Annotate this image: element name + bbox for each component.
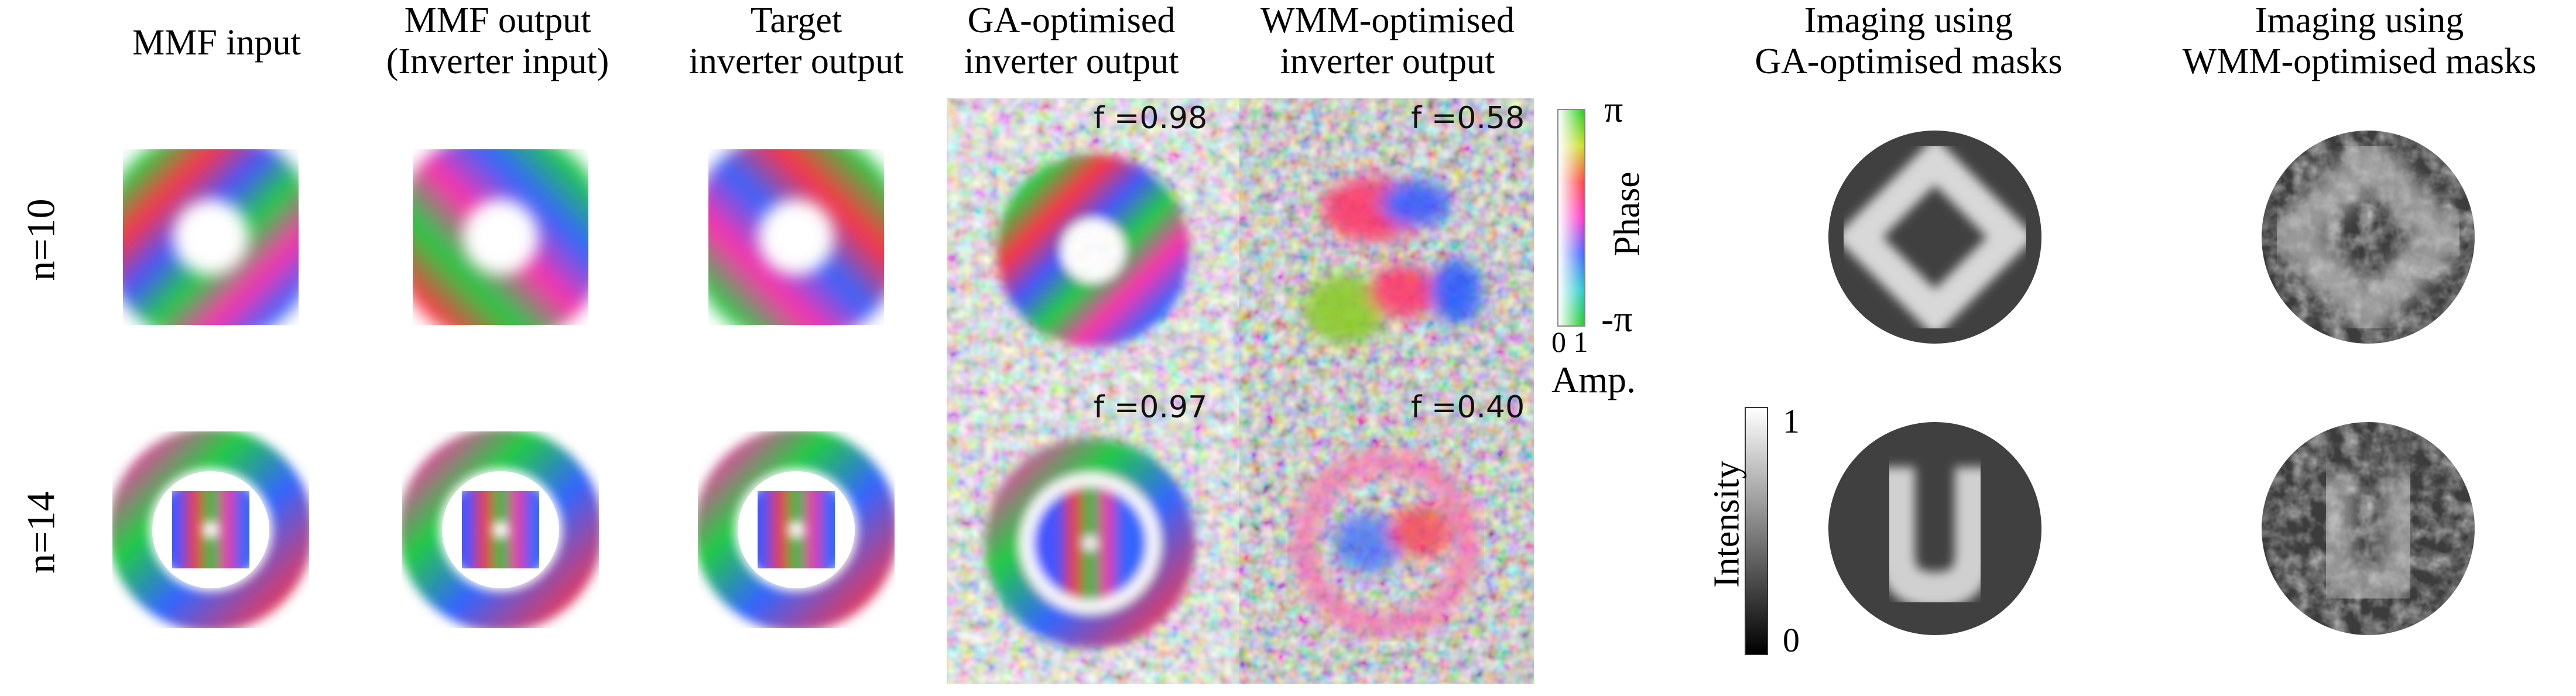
amp-ticks: 0 1: [1551, 325, 1588, 358]
row-label-n10: n=10: [18, 198, 63, 281]
mmf-output-n14-mode: [398, 427, 603, 632]
intensity-colorbar: [1745, 407, 1768, 655]
header-line: (Inverter input): [386, 42, 609, 81]
phase-label: Phase: [1607, 172, 1647, 256]
header-ga-output: GA-optimised inverter output: [913, 0, 1229, 82]
header-ga-imaging: Imaging using GA-optimised masks: [1733, 0, 2084, 82]
header-line: Imaging using: [2255, 1, 2464, 40]
phase-top-label: π: [1604, 88, 1623, 130]
wmm-imaging-n14-u: [2262, 422, 2475, 635]
target-n14-mode: [694, 427, 899, 632]
header-line: GA-optimised masks: [1755, 42, 2063, 81]
phase-colorbar: [1557, 109, 1585, 327]
fidelity-wmm-n10: f =0.58: [1411, 101, 1525, 136]
header-line: inverter output: [964, 42, 1179, 81]
optimised-outputs-panel: [947, 98, 1534, 684]
header-line: GA-optimised: [967, 1, 1176, 40]
fidelity-wmm-n14: f =0.40: [1411, 390, 1525, 425]
header-wmm-output: WMM-optimised inverter output: [1224, 0, 1551, 82]
intensity-label: Intensity: [1707, 461, 1747, 588]
header-line: inverter output: [688, 42, 904, 81]
intensity-min-label: 0: [1783, 621, 1800, 659]
fidelity-ga-n14: f =0.97: [1094, 390, 1208, 425]
header-mmf-input: MMF input: [82, 22, 351, 63]
header-line: WMM-optimised: [1260, 1, 1515, 40]
fidelity-ga-n10: f =0.98: [1094, 101, 1208, 136]
header-line: Target: [750, 1, 842, 40]
ga-imaging-n10-diamond: [1828, 131, 2041, 344]
mmf-input-n10-mode: [102, 129, 319, 345]
amp-label: Amp.: [1551, 359, 1636, 400]
header-mmf-output: MMF output (Inverter input): [351, 0, 644, 82]
header-line: inverter output: [1280, 42, 1495, 81]
ga-imaging-n14-u: [1828, 422, 2041, 635]
wmm-imaging-n10-diamond: [2262, 131, 2475, 344]
phase-bottom-label: -π: [1601, 298, 1633, 340]
header-wmm-imaging: Imaging using WMM-optimised masks: [2166, 0, 2553, 82]
phase-colorbar-amp-fade: [1558, 110, 1584, 325]
header-line: MMF output: [404, 1, 591, 40]
intensity-max-label: 1: [1783, 402, 1800, 440]
header-line: MMF input: [132, 23, 301, 63]
header-line: WMM-optimised masks: [2182, 42, 2537, 81]
header-target: Target inverter output: [644, 0, 948, 82]
header-line: Imaging using: [1804, 1, 2013, 40]
mmf-input-n14-mode: [108, 427, 313, 632]
mmf-output-n10-mode: [392, 129, 609, 345]
target-n10-mode: [688, 129, 905, 345]
row-label-n14: n=14: [18, 491, 63, 574]
